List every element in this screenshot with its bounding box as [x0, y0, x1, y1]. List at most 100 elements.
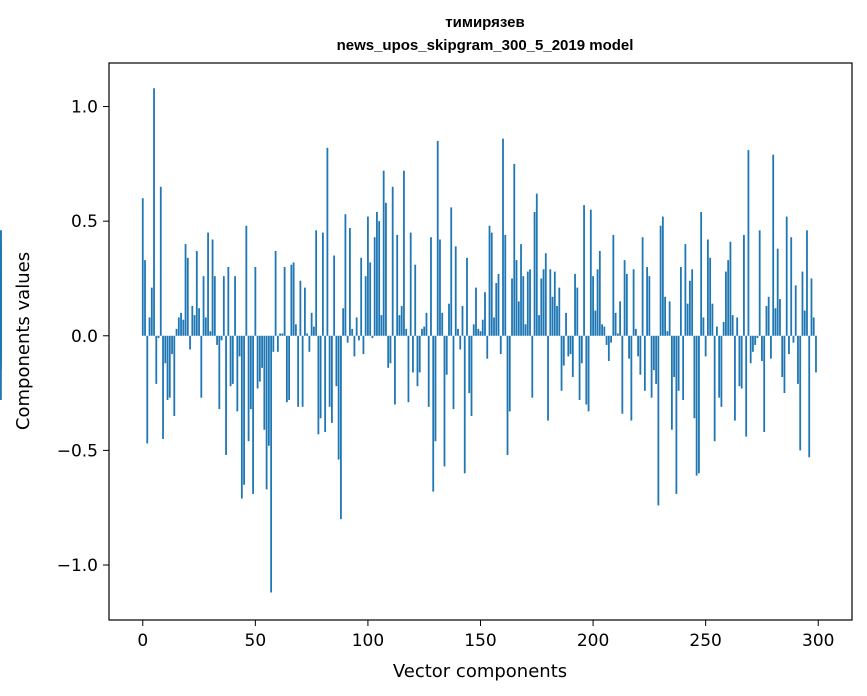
bar-215	[625, 273, 628, 336]
bar-157	[495, 283, 498, 336]
bar-56	[267, 335, 270, 446]
bar-3	[148, 317, 151, 336]
bar-292	[799, 335, 802, 451]
bar-249	[702, 317, 705, 336]
bar-126	[425, 312, 428, 336]
bar-120	[412, 335, 414, 373]
bar-95	[355, 317, 358, 336]
bar-295	[806, 230, 808, 336]
bar-127	[427, 335, 430, 407]
bar-155	[490, 232, 493, 336]
bar-246	[695, 335, 698, 476]
bar-110	[389, 335, 392, 364]
bar-131	[436, 140, 439, 336]
bar-286	[785, 216, 788, 336]
bar-4	[150, 287, 153, 336]
bar-75	[310, 312, 313, 336]
bar-217	[630, 335, 633, 421]
bar-137	[450, 207, 453, 336]
bar-80	[321, 232, 324, 336]
bar-162	[506, 335, 509, 455]
bar-178	[542, 269, 545, 336]
bar-271	[752, 335, 754, 352]
bar-202	[596, 269, 599, 336]
bar-230	[659, 225, 662, 336]
bar-181	[549, 269, 552, 336]
bar-133	[441, 312, 444, 336]
bar-100	[367, 216, 369, 336]
bar-29	[207, 232, 209, 336]
y-tick-label-0: 0.0	[71, 327, 98, 347]
bar-138	[452, 335, 455, 410]
bar-undefined	[0, 335, 2, 352]
bar-96	[358, 335, 360, 341]
bar-170	[524, 324, 527, 336]
plot-frame	[108, 62, 853, 621]
bar-161	[504, 234, 507, 336]
bar-82	[326, 147, 329, 336]
bar-102	[371, 335, 374, 339]
bar-27	[202, 276, 205, 336]
bar-45	[243, 335, 245, 485]
bar-168	[520, 244, 522, 336]
bars-group	[0, 88, 817, 593]
bar-282	[776, 248, 779, 336]
bar-237	[675, 335, 678, 494]
bar-42	[236, 335, 239, 412]
bar-144	[466, 257, 468, 336]
bar-218	[632, 269, 635, 336]
bar-288	[790, 237, 793, 336]
bar-106	[380, 315, 383, 336]
bar-297	[810, 278, 813, 336]
bar-245	[693, 335, 696, 419]
bar-257	[720, 335, 723, 407]
bar-254	[713, 335, 716, 442]
bar-86	[335, 335, 338, 387]
bar-269	[747, 150, 750, 336]
bar-88	[340, 335, 342, 520]
bar-285	[783, 335, 786, 394]
bar-190	[569, 335, 572, 355]
y-tick-label-1: 1.0	[71, 98, 98, 118]
bar-23	[193, 315, 196, 336]
bar-228	[655, 335, 658, 384]
bar-199	[589, 209, 592, 336]
bar-159	[499, 335, 502, 355]
bar-197	[585, 335, 588, 405]
bar-195	[580, 335, 583, 364]
bar-289	[792, 335, 795, 343]
bar-266	[740, 335, 743, 389]
bar-32	[213, 276, 216, 336]
bar-204	[601, 324, 603, 336]
bar-253	[711, 303, 714, 336]
bar-108	[385, 202, 387, 336]
bar-275	[761, 335, 763, 361]
bar-28	[204, 317, 207, 336]
bar-206	[605, 335, 608, 345]
bar-145	[468, 335, 471, 394]
bar-105	[378, 221, 381, 336]
bar-212	[619, 301, 621, 336]
x-tick-label-200: 200	[577, 631, 609, 651]
bar-194	[578, 335, 581, 400]
bar-34	[218, 335, 221, 410]
bar-77	[315, 230, 318, 336]
bar-146	[470, 335, 473, 416]
bar-176	[538, 315, 540, 336]
bar-143	[463, 335, 466, 474]
bar-141	[459, 335, 462, 350]
bar-201	[594, 310, 597, 336]
bar-220	[637, 335, 640, 357]
bar-51	[256, 335, 259, 389]
bar-174	[533, 211, 536, 336]
bar-152	[484, 292, 486, 336]
bar-118	[407, 335, 410, 403]
bar-183	[553, 271, 556, 336]
bar-158	[497, 273, 500, 336]
bar-114	[398, 315, 401, 336]
bar-130	[434, 335, 437, 442]
bar-40	[231, 335, 234, 384]
bar-265	[738, 335, 741, 387]
bar-64	[285, 335, 288, 403]
bar-281	[774, 308, 777, 336]
